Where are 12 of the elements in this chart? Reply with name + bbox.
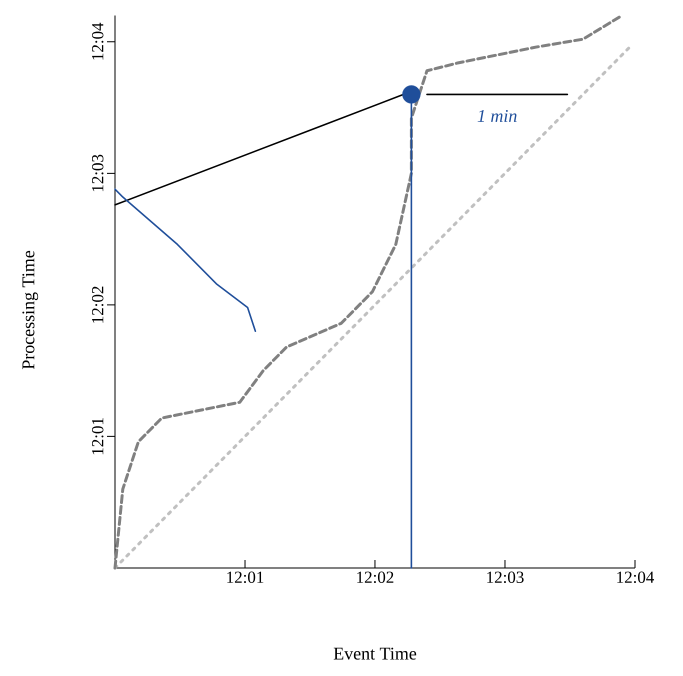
x-tick-label: 12:01 [227,572,264,584]
y-axis-title: Processing Time [22,250,38,370]
y-tick-label: 12:03 [92,154,104,192]
x-axis-title: Event Time [334,648,416,660]
annotation: 1 min [478,110,517,122]
x-tick-label: 12:04 [617,572,654,584]
y-tick-label: 12:01 [92,418,104,454]
x-tick-label: 12:02 [357,572,394,584]
line-series [114,188,256,332]
y-tick-label: 12:02 [92,286,104,323]
x-tick-label: 12:03 [487,572,524,584]
y-tick-label: 12:04 [92,22,104,60]
